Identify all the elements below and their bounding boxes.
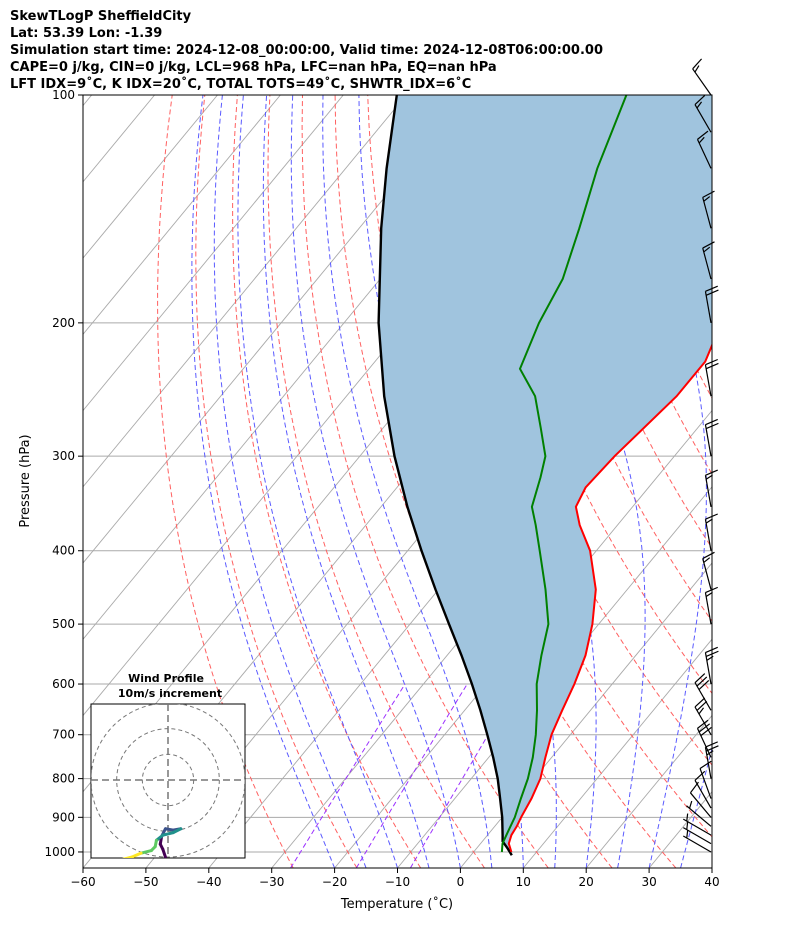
isotherm [83,95,407,488]
dry-adiabat [334,95,613,868]
isotherm [334,409,712,868]
x-tick-label: −10 [385,875,410,889]
x-tick-label: 20 [579,875,594,889]
wind-barb [702,190,715,229]
x-axis-label: Temperature (˚C) [340,896,453,912]
wind-barb [699,760,712,799]
dry-adiabat [232,95,422,868]
x-tick-label: −50 [133,875,158,889]
wind-barb [694,770,712,809]
wind-barb [696,719,712,758]
wind-barb [696,130,712,169]
isotherm [460,562,712,868]
wind-barb [686,800,712,827]
wind-barb [694,95,712,133]
wind-barbs [682,58,719,853]
chart-title-block: SkewTLogP SheffieldCity Lat: 53.39 Lon: … [10,8,603,93]
temperature-line [507,342,712,853]
wind-barb [704,358,719,397]
wind-barb [682,813,712,836]
hodograph-segment [130,851,143,858]
title-times: Simulation start time: 2024-12-08_00:00:… [10,43,603,58]
wind-barb [704,285,719,323]
dry-adiabat [726,95,794,868]
x-tick-label: −40 [196,875,221,889]
moist-adiabat [619,95,707,868]
wind-barb [694,697,712,736]
dry-adiabat [195,95,358,868]
isotherm [83,95,218,259]
y-tick-label: 300 [52,449,75,463]
mixing-ratio-line [355,683,468,868]
dry-adiabat [267,95,485,868]
moist-adiabat [262,95,430,868]
isotherm [83,95,281,335]
dry-adiabat [759,95,794,868]
hodograph-inset: Wind Profile 10m/s increment [90,672,246,859]
parcel-profile-line [377,95,513,856]
title-station: SkewTLogP SheffieldCity [10,9,192,24]
y-tick-label: 500 [52,617,75,631]
y-tick-label: 400 [52,544,75,558]
dry-adiabat [157,95,294,868]
y-tick-label: 100 [52,88,75,102]
isotherm [775,95,794,868]
wind-barb [702,241,715,280]
title-indices-line: LFT IDX=9˚C, K IDX=20˚C, TOTAL TOTS=49˚C… [10,77,472,92]
wind-barb [692,58,712,96]
hodograph-segment [139,849,153,855]
isotherm [522,638,712,868]
x-tick-label: 10 [516,875,531,889]
moist-adiabat [237,95,398,868]
wind-barb [704,586,718,625]
wind-barb [682,822,712,845]
isotherm [83,95,93,107]
moist-adiabat [290,95,461,868]
hodograph-title: Wind Profile [128,672,204,685]
hodograph-segment [161,831,175,837]
moist-adiabat [191,95,336,868]
y-tick-label: 800 [52,772,75,786]
wind-barb [704,418,719,457]
y-axis-label: Pressure (hPa) [18,434,33,527]
y-tick-label: 700 [52,728,75,742]
axes: −60 −50 −40 −30 −20 −10 0 10 20 30 40 100 200 300 400 5… [44,88,719,889]
x-tick-label: −60 [70,875,95,889]
dry-adiabat [562,95,712,475]
wind-barb [682,830,712,853]
moist-adiabat [711,866,712,868]
y-tick-label: 200 [52,316,75,330]
dry-adiabat [399,95,712,838]
isotherm [585,714,712,868]
title-latlon: Lat: 53.39 Lon: -1.39 [10,26,163,41]
isotherm [83,95,470,564]
wind-barb [704,469,718,507]
wind-barb [694,673,712,711]
title-cape-line: CAPE=0 j/kg, CIN=0 j/kg, LCL=968 hPa, LF… [10,60,497,75]
x-tick-label: 30 [641,875,656,889]
y-tick-label: 900 [52,810,75,824]
wind-barb [704,513,718,551]
x-tick-label: 0 [457,875,465,889]
wind-barb [702,551,715,590]
moist-adiabat [322,95,493,868]
hodograph-ring [91,704,245,858]
dewpoint-line [500,95,628,853]
y-tick-label: 1000 [44,845,75,859]
hodograph-segment [121,855,134,858]
x-tick-label: 40 [704,875,719,889]
y-tick-label: 600 [52,677,75,691]
mixing-ratio-line [290,683,406,868]
data-layer [377,95,712,856]
isotherm [83,95,344,412]
x-tick-label: −20 [322,875,347,889]
x-tick-label: −30 [259,875,284,889]
isotherm [711,867,712,868]
cin-shading [378,95,712,856]
hodograph-subtitle: 10m/s increment [118,687,222,700]
wind-barb [704,646,719,685]
moist-adiabat [213,95,367,868]
